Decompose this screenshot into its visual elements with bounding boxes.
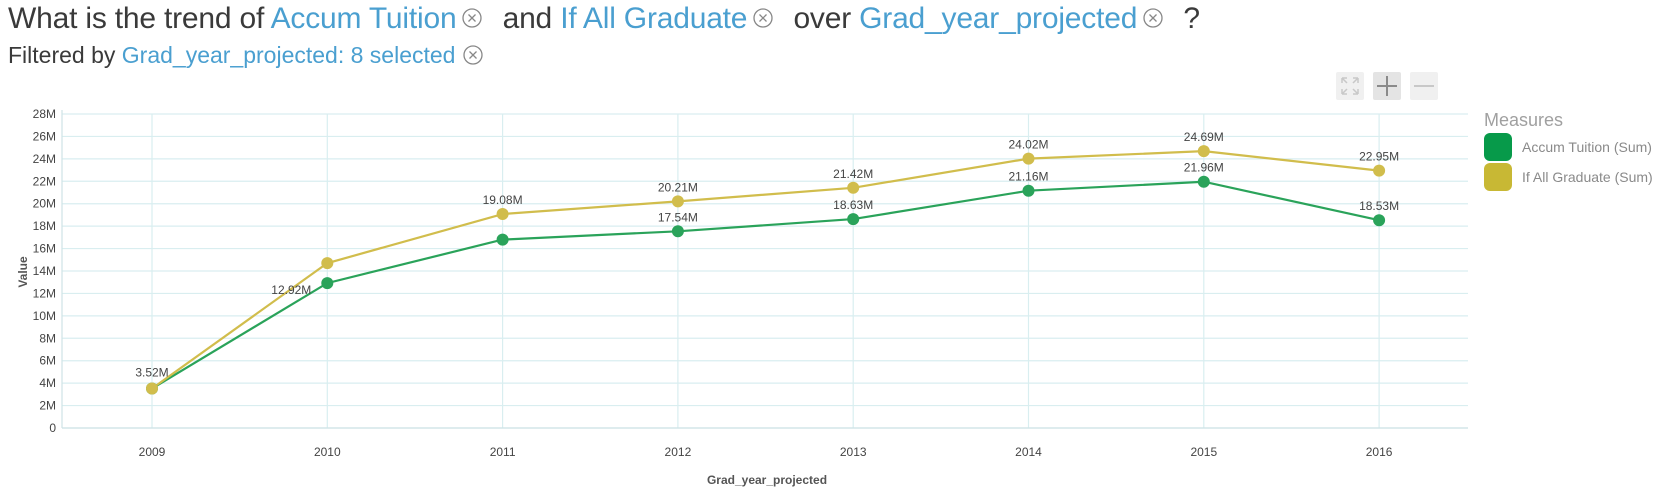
y-axis-label: Value: [16, 256, 30, 288]
legend-label-if-all-graduate: If All Graduate (Sum): [1522, 169, 1653, 185]
zoom-in-button[interactable]: [1373, 72, 1401, 100]
data-point-series1-2010[interactable]: [321, 277, 334, 290]
filter-prefix: Filtered by: [8, 42, 116, 68]
question-prefix: What is the trend of: [8, 2, 265, 35]
dimension-token-grad-year[interactable]: Grad_year_projected: [859, 2, 1138, 35]
data-label: 21.16M: [1008, 170, 1048, 184]
zoom-out-button[interactable]: [1410, 72, 1438, 100]
series-line-1: [151, 180, 1380, 390]
x-tick-label: 2011: [490, 445, 516, 459]
filter-token[interactable]: Grad_year_projected: 8 selected: [121, 42, 456, 68]
data-label: 18.63M: [833, 198, 873, 212]
x-tick-label: 2010: [314, 445, 341, 459]
plus-icon: [1377, 76, 1397, 96]
legend-title: Measures: [1484, 110, 1564, 130]
data-point-series2-2016[interactable]: [1373, 164, 1386, 177]
expand-icon: [1341, 77, 1359, 95]
data-label: 17.54M: [658, 210, 698, 224]
y-tick-label: 26M: [33, 129, 56, 143]
data-point-series2-2009[interactable]: [146, 382, 158, 395]
data-point-series2-2011[interactable]: [496, 208, 509, 221]
y-tick-label: 16M: [33, 242, 56, 256]
y-tick-label: 12M: [33, 286, 56, 300]
y-tick-label: 10M: [33, 309, 56, 323]
x-axis-label: Grad_year_projected: [707, 473, 827, 487]
data-label: 18.53M: [1359, 199, 1399, 213]
data-point-series1-2012[interactable]: [671, 225, 684, 238]
y-tick-label: 18M: [33, 219, 56, 233]
fit-to-screen-button[interactable]: [1336, 72, 1364, 100]
data-point-series1-2013[interactable]: [847, 213, 860, 226]
y-tick-label: 0: [49, 421, 56, 435]
data-label: 22.95M: [1359, 150, 1399, 164]
x-tick-label: 2015: [1190, 445, 1217, 459]
data-point-series1-2015[interactable]: [1197, 175, 1210, 188]
series-line-2: [151, 150, 1380, 390]
x-tick-label: 2014: [1015, 445, 1042, 459]
legend-swatch-accum-tuition: [1484, 133, 1512, 161]
legend-swatch-if-all-graduate: [1484, 163, 1512, 191]
data-label: 21.96M: [1184, 161, 1224, 175]
question-title: What is the trend of Accum Tuition and I…: [8, 0, 1200, 38]
measure-token-if-all-graduate[interactable]: If All Graduate: [560, 2, 748, 35]
y-tick-label: 24M: [33, 152, 56, 166]
data-point-series2-2015[interactable]: [1197, 145, 1210, 158]
question-over: over: [793, 2, 851, 35]
y-tick-label: 20M: [33, 197, 56, 211]
y-tick-label: 4M: [39, 376, 56, 390]
axes: 0 2M 4M 6M 8M 10M 12M 14M 16M 18M 20M 22M 24M 26M 28M 2…: [33, 107, 1468, 459]
data-label: 21.42M: [833, 167, 873, 181]
minus-icon: [1414, 85, 1434, 87]
y-tick-label: 2M: [39, 399, 56, 413]
data-label: 12.92M: [271, 283, 311, 297]
data-point-series2-2013[interactable]: [847, 181, 860, 194]
x-tick-label: 2009: [139, 445, 166, 459]
data-point-series1-2014[interactable]: [1022, 184, 1035, 197]
measure-token-accum-tuition[interactable]: Accum Tuition: [270, 2, 457, 35]
remove-measure2-icon[interactable]: [753, 8, 773, 28]
data-point-series1-2011[interactable]: [496, 233, 509, 246]
data-label: 24.69M: [1184, 130, 1224, 144]
data-label: 19.08M: [483, 193, 523, 207]
x-tick-label: 2012: [665, 445, 692, 459]
y-tick-label: 28M: [33, 107, 56, 121]
filter-line: Filtered by Grad_year_projected: 8 selec…: [8, 42, 484, 68]
question-conj: and: [502, 2, 553, 35]
x-tick-label: 2016: [1366, 445, 1393, 459]
data-point-series2-2014[interactable]: [1022, 152, 1035, 165]
data-point-series2-2010[interactable]: [321, 257, 334, 270]
data-label: 3.52M: [135, 366, 168, 380]
y-tick-label: 6M: [39, 354, 56, 368]
data-label: 24.02M: [1008, 138, 1048, 152]
data-point-series1-2016[interactable]: [1373, 214, 1386, 227]
y-tick-label: 14M: [33, 264, 56, 278]
remove-filter-icon[interactable]: [463, 45, 484, 66]
data-point-series2-2012[interactable]: [671, 195, 684, 208]
x-tick-label: 2013: [840, 445, 867, 459]
legend-label-accum-tuition: Accum Tuition (Sum): [1522, 139, 1652, 155]
data-label: 20.21M: [658, 180, 698, 194]
y-tick-label: 8M: [39, 331, 56, 345]
grid: [62, 113, 1468, 429]
question-suffix: ?: [1183, 2, 1200, 35]
remove-dimension-icon[interactable]: [1143, 8, 1163, 28]
y-tick-label: 22M: [33, 174, 56, 188]
series: 12.92M 17.54M 18.63M 21.16M 21.96M 18.53M 3.52…: [135, 130, 1399, 395]
remove-measure1-icon[interactable]: [462, 8, 483, 28]
